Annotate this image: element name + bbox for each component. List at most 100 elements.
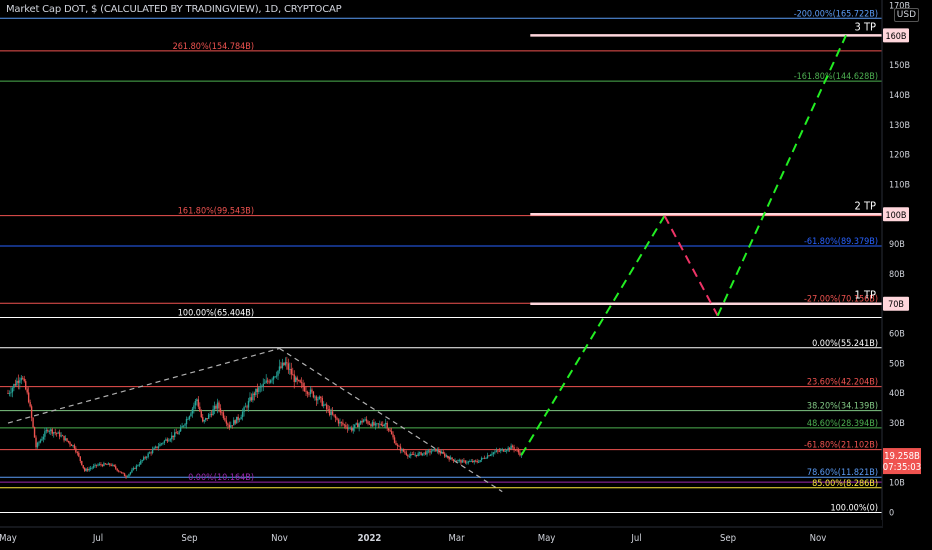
candle-body <box>436 449 439 452</box>
candle-body <box>486 455 489 459</box>
candle-body <box>498 450 501 452</box>
candle-body <box>449 457 452 460</box>
trendlines <box>7 347 503 493</box>
candle-body <box>262 383 264 387</box>
candle-body <box>246 406 248 408</box>
candle-body <box>91 467 93 469</box>
candle-body <box>144 457 146 459</box>
candle-body <box>413 454 415 456</box>
candle-body <box>119 471 121 473</box>
candle-body <box>26 389 28 393</box>
candle-body <box>489 454 492 457</box>
trendline <box>279 347 503 493</box>
candle-body <box>479 460 481 463</box>
candle-body <box>156 446 158 448</box>
candle-body <box>469 461 471 463</box>
target-label: 3 TP <box>855 20 876 33</box>
candle-body <box>255 388 257 395</box>
candle-body <box>516 449 518 451</box>
candle-body <box>356 423 359 428</box>
candle-body <box>35 437 37 448</box>
candle-body <box>303 387 306 392</box>
candle-body <box>308 393 310 395</box>
candle-body <box>340 421 343 423</box>
candle-body <box>22 377 24 379</box>
candle-body <box>404 451 406 453</box>
candle-body <box>50 429 52 432</box>
candle-body <box>73 445 76 449</box>
candle-body <box>328 409 331 416</box>
fib-label: 0.00%(10.164B) <box>188 473 254 483</box>
candle-body <box>401 449 403 451</box>
target-axis-label: 70B <box>888 300 904 310</box>
candle-body <box>129 472 132 475</box>
candle-body <box>491 453 493 455</box>
candle-body <box>27 392 30 403</box>
candle-body <box>513 446 515 450</box>
candle-body <box>309 389 312 395</box>
candle-body <box>343 424 346 426</box>
last-price-badge <box>883 448 921 475</box>
projection-segment <box>716 34 847 317</box>
candle-body <box>505 450 508 452</box>
candle-body <box>346 427 349 429</box>
candle-body <box>162 442 164 444</box>
y-tick-label: 90B <box>889 240 905 250</box>
candle-body <box>514 449 517 451</box>
candle-body <box>355 423 357 425</box>
candle-body <box>132 468 135 470</box>
fib-label: -61.80%(89.379B) <box>804 237 878 247</box>
candle-body <box>368 423 371 425</box>
candle-body <box>19 380 21 383</box>
x-tick-label: 2022 <box>358 533 382 544</box>
projection-path <box>520 34 847 456</box>
candle-body <box>191 408 194 414</box>
candle-body <box>57 432 59 434</box>
candle-body <box>165 439 167 441</box>
candle-body <box>51 429 53 434</box>
candle-body <box>116 468 118 471</box>
candle-body <box>138 464 141 466</box>
candle-body <box>193 405 195 409</box>
fib-label: -61.80%(21.102B) <box>804 441 878 451</box>
candle-body <box>351 427 353 431</box>
candle-body <box>367 421 369 424</box>
candle-body <box>435 448 437 452</box>
candle-body <box>275 375 278 377</box>
candle-body <box>281 362 284 368</box>
candle-body <box>122 472 124 474</box>
candle-body <box>160 443 163 445</box>
candle-body <box>94 464 96 466</box>
candle-body <box>379 423 381 425</box>
candle-body <box>297 380 300 381</box>
candle-body <box>33 427 36 438</box>
candle-body <box>45 430 48 432</box>
candle-body <box>271 379 273 381</box>
candle-body <box>272 376 275 380</box>
candle-body <box>387 428 390 431</box>
candle-body <box>17 380 20 383</box>
candle-body <box>444 453 446 457</box>
candle-body <box>364 419 366 421</box>
candle-body <box>362 420 365 423</box>
candle-body <box>86 469 89 471</box>
candle-body <box>392 434 394 438</box>
time-axis: May Jul Sep Nov 2022 Mar May Jul Sep Nov <box>0 520 882 550</box>
currency-label[interactable]: USD <box>893 8 919 22</box>
candle-body <box>430 451 433 453</box>
candle-body <box>399 446 402 451</box>
candle-body <box>501 449 503 451</box>
candle-body <box>336 418 338 420</box>
y-tick-label: 40B <box>889 389 905 399</box>
candle-body <box>427 450 430 452</box>
time-axis-background <box>0 520 882 550</box>
candle-body <box>237 416 239 420</box>
candle-body <box>418 452 421 454</box>
candle-body <box>258 387 260 393</box>
candle-body <box>29 402 31 407</box>
candle-body <box>265 380 267 383</box>
target-axis-badge <box>883 207 909 222</box>
candle-body <box>420 452 422 456</box>
candle-body <box>44 431 46 437</box>
